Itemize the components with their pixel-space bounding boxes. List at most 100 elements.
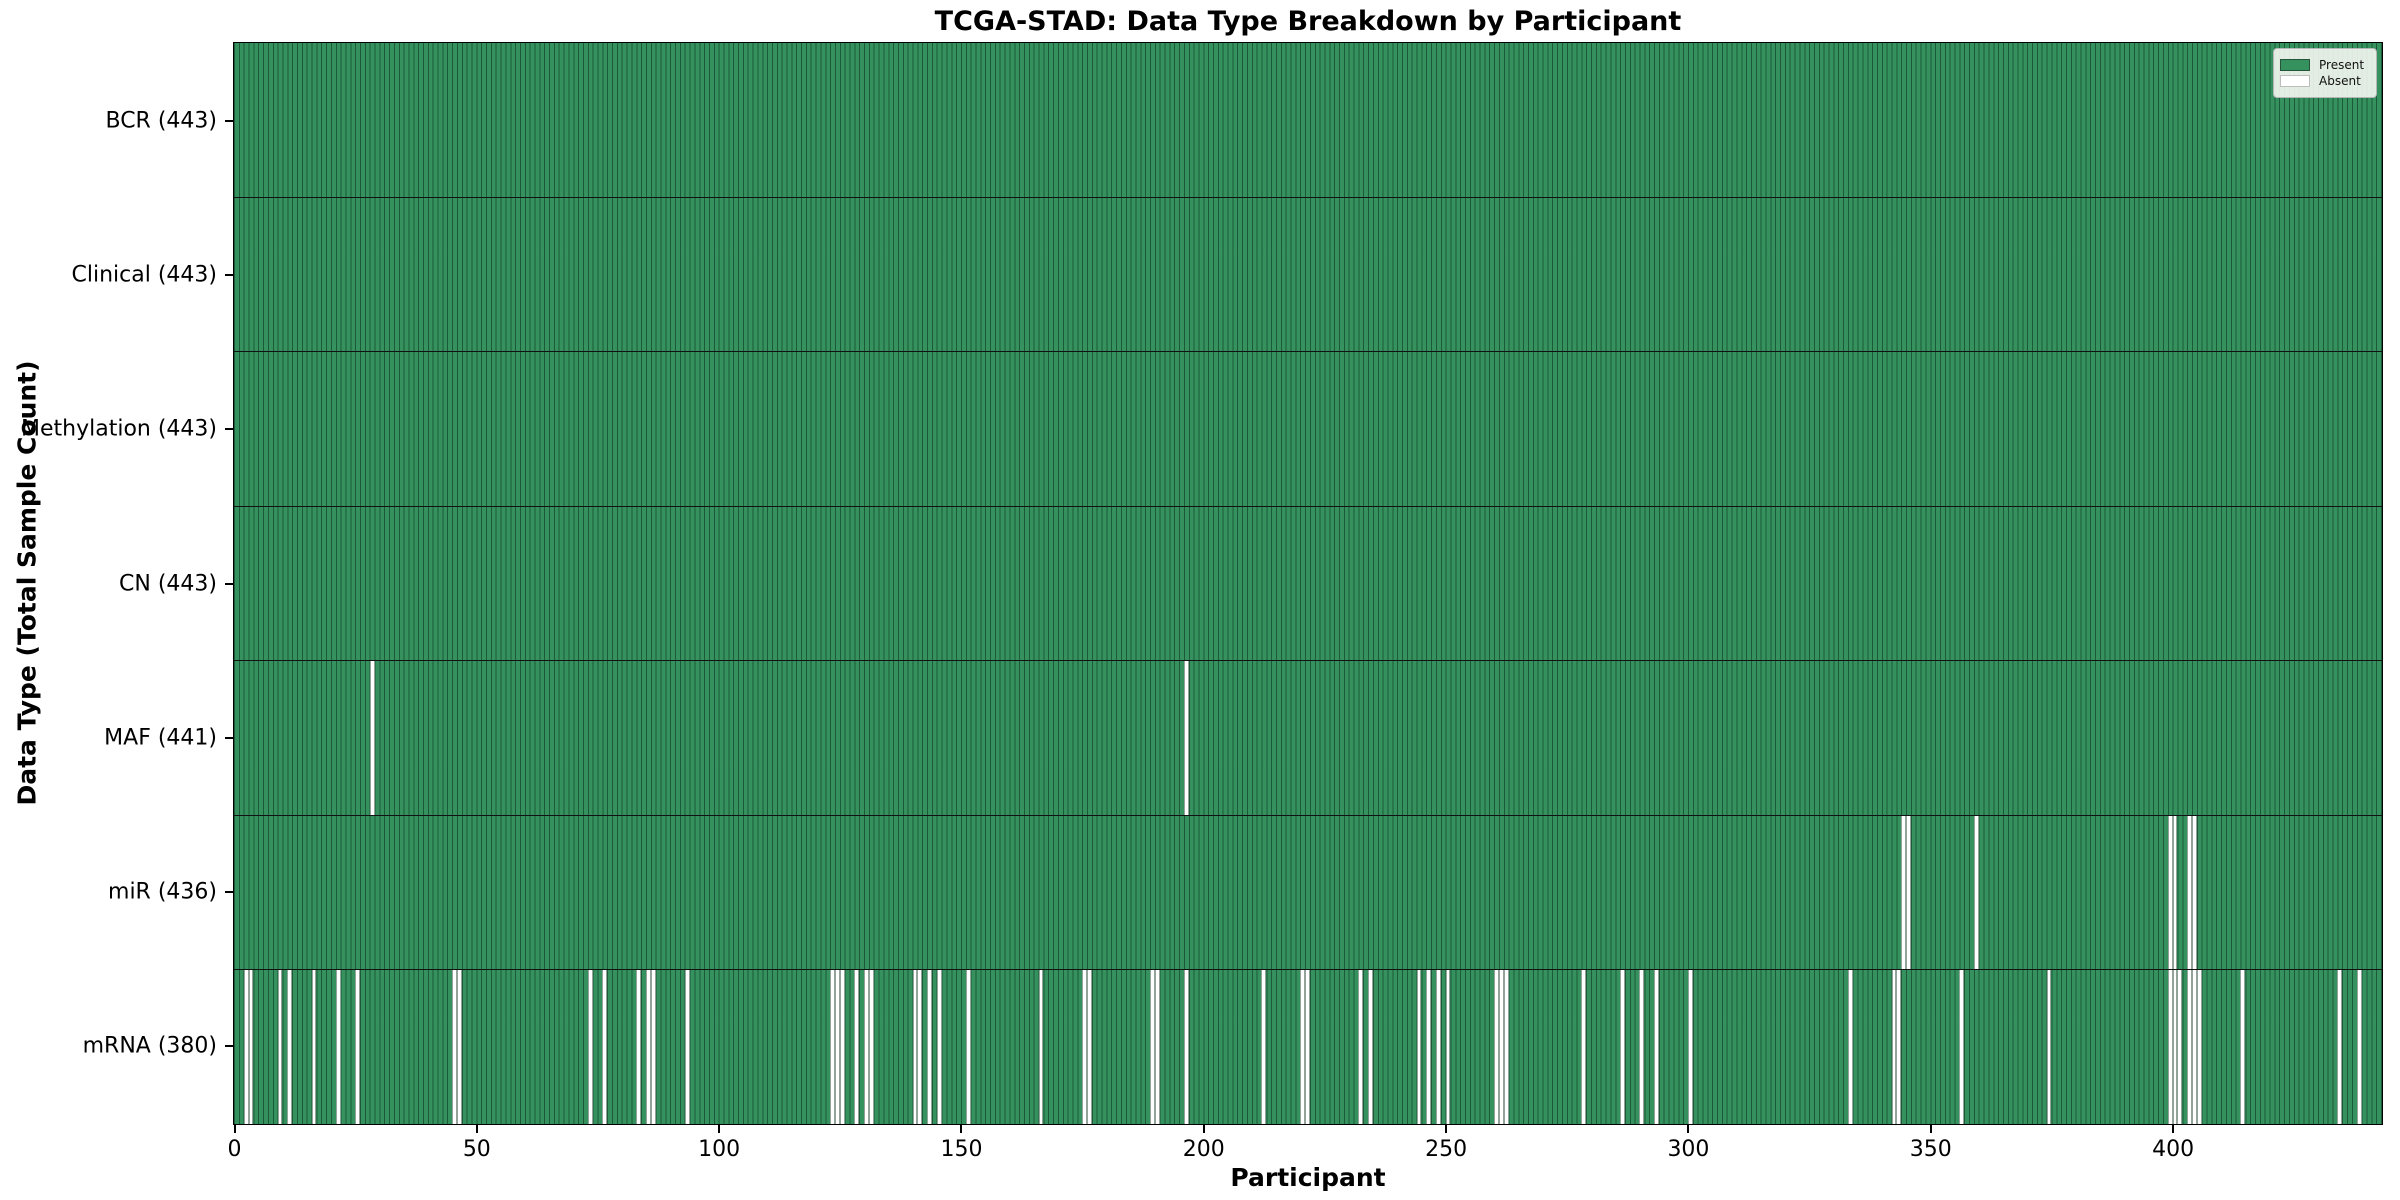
legend-item-absent: Absent [2280,75,2370,87]
y-tick-mark [225,891,233,894]
row-mrna [234,969,2382,1125]
absent-cell [248,970,254,1125]
x-tick-mark [2172,1125,2175,1133]
row-maf [234,660,2382,815]
absent-cell [602,970,608,1125]
absent-cell [684,970,690,1125]
absent-cell [1906,815,1911,970]
absent-cell [1503,970,1509,1125]
absent-cell [1847,970,1853,1125]
absent-cell [243,970,249,1125]
y-tick-label-maf: MAF (441) [104,725,217,751]
absent-cell [1368,970,1373,1125]
row-clinical [234,196,2382,352]
absent-swatch-icon [2280,75,2310,87]
absent-cell [1183,661,1189,815]
absent-cell [645,970,651,1125]
absent-cell [1654,970,1659,1125]
x-tick-label: 400 [2152,1137,2195,1162]
absent-cell [2187,970,2192,1125]
absent-cell [830,970,835,1125]
x-tick-label: 150 [940,1137,983,1162]
absent-cell [936,970,942,1125]
absent-cell [1183,970,1189,1125]
absent-cell [1435,970,1441,1125]
x-tick-mark [960,1125,963,1133]
y-tick-mark [225,119,233,122]
x-tick-mark [1929,1125,1932,1133]
absent-cell [864,970,869,1125]
absent-cell [277,970,283,1125]
absent-cell [1038,970,1044,1125]
absent-cell [1581,970,1587,1125]
x-tick-label: 0 [227,1137,242,1162]
present-swatch-icon [2280,59,2310,71]
absent-cell [917,970,923,1125]
x-tick-label: 300 [1667,1137,1710,1162]
absent-cell [1086,970,1092,1125]
absent-cell [2177,970,2183,1125]
absent-cell [355,970,360,1125]
absent-cell [1154,970,1160,1125]
x-axis-ticks: 0 50 100 150 200 250 300 350 400 [228,1125,2383,1170]
absent-cell [650,970,656,1125]
x-tick-label: 50 [462,1137,491,1162]
absent-cell [1358,970,1364,1125]
absent-cell [2191,970,2197,1125]
absent-cell [965,970,971,1125]
absent-cell [1901,815,1907,970]
x-tick-mark [718,1125,721,1133]
absent-cell [839,970,845,1125]
absent-cell [1959,970,1965,1125]
x-axis-label: Participant [1230,1163,1386,1192]
x-tick-mark [1202,1125,1205,1133]
y-tick-label-mir: miR (436) [108,879,217,905]
row-bcr [234,43,2382,197]
y-tick-label-bcr: BCR (443) [105,108,217,134]
row-cn [234,505,2382,661]
absent-cell [1426,970,1432,1125]
absent-cell [335,970,341,1125]
absent-cell [1261,970,1267,1125]
x-tick-mark [1445,1125,1448,1133]
x-tick-label: 100 [698,1137,741,1162]
absent-cell [1639,970,1645,1125]
x-tick-mark [1687,1125,1690,1133]
x-tick-label: 200 [1182,1137,1225,1162]
rows-container [234,43,2382,1125]
y-tick-label-mrna: mRNA (380) [82,1033,217,1059]
y-tick-label-clinical: Clinical (443) [71,262,217,288]
absent-cell [2240,970,2246,1125]
y-axis-ticks: BCR (443) Clinical (443) Methylation (443)… [0,42,233,1125]
legend-item-present: Present [2280,59,2370,71]
absent-cell [912,970,918,1125]
x-tick-label: 250 [1425,1137,1468,1162]
x-tick-mark [475,1125,478,1133]
absent-cell [1891,970,1897,1125]
legend: Present Absent [2273,48,2377,98]
absent-cell [2046,970,2052,1125]
x-tick-mark [233,1125,236,1133]
absent-cell [1082,970,1087,1125]
absent-cell [834,970,840,1125]
absent-cell [1973,815,1979,970]
y-tick-label-cn: CN (443) [119,571,217,596]
absent-cell [587,970,593,1125]
absent-cell [927,970,932,1125]
absent-cell [311,970,317,1125]
absent-cell [1149,970,1155,1125]
y-tick-mark [225,273,233,276]
absent-cell [1300,970,1306,1125]
absent-cell [369,661,375,815]
absent-cell [1498,970,1504,1125]
absent-cell [1305,970,1310,1125]
y-tick-mark [225,428,233,431]
absent-cell [2191,815,2197,970]
y-tick-mark [225,582,233,585]
y-tick-label-methylation: Methylation (443) [21,416,217,442]
absent-cell [2172,815,2178,970]
absent-cell [452,970,457,1125]
absent-cell [456,970,462,1125]
absent-cell [1687,970,1693,1125]
absent-cell [2172,970,2178,1125]
